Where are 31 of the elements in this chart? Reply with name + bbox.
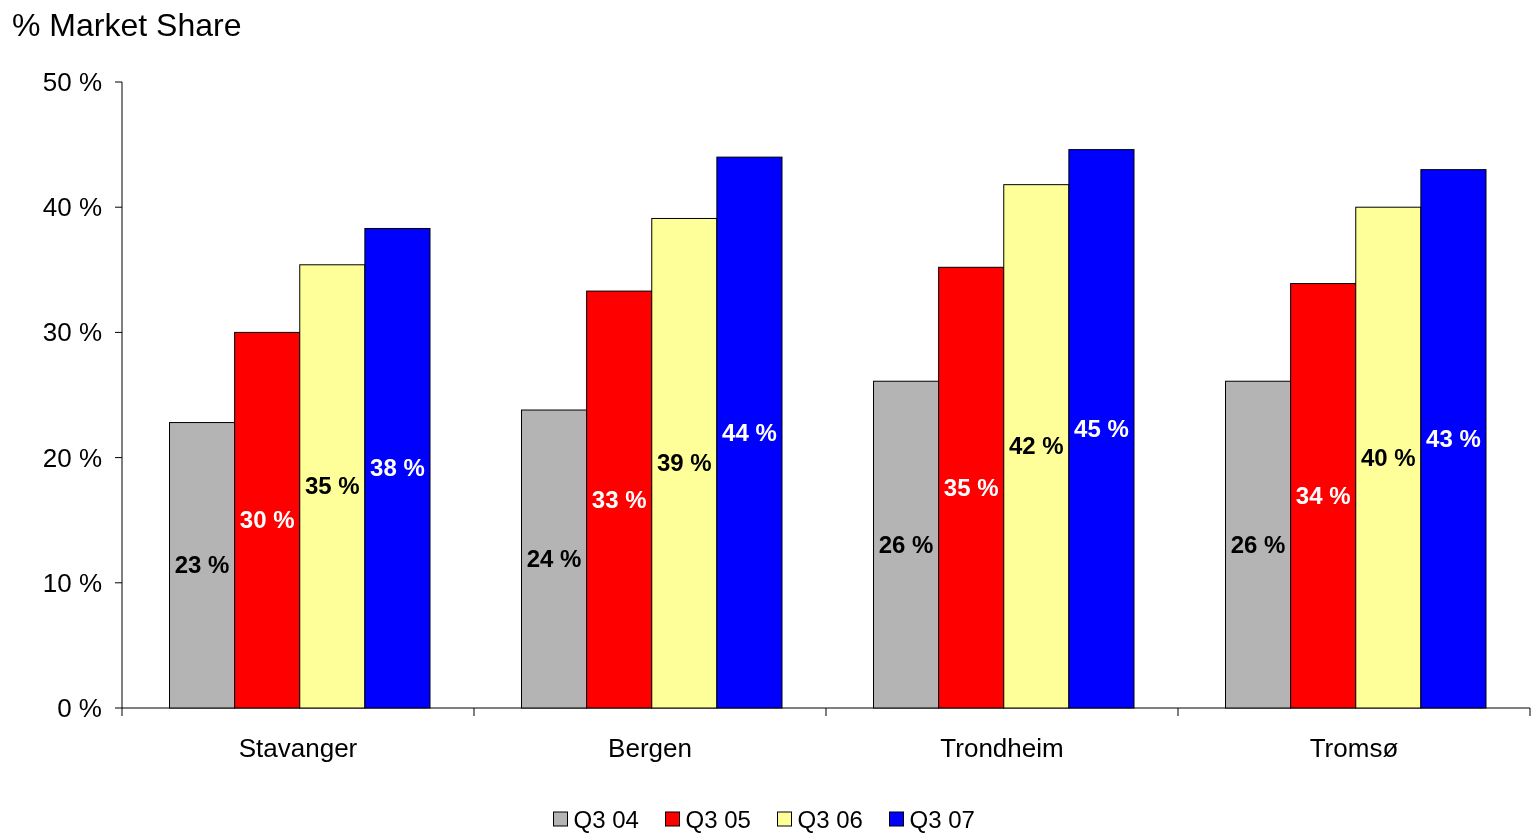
y-tick-label: 20 %	[42, 442, 102, 473]
y-tick-label: 30 %	[42, 317, 102, 348]
data-label: 26 %	[878, 530, 934, 558]
x-tick-label: Tromsø	[1309, 733, 1399, 763]
data-label: 30 %	[239, 506, 295, 534]
legend-label: Q3 04	[573, 806, 639, 833]
legend-label: Q3 06	[797, 806, 863, 833]
chart-title: % Market Share	[12, 7, 242, 43]
y-tick-label: 0 %	[57, 693, 102, 723]
y-tick-label: 10 %	[42, 567, 102, 598]
data-label: 23 %	[174, 551, 230, 579]
data-label: 35 %	[943, 473, 999, 501]
y-tick-label: 50 %	[42, 67, 102, 97]
x-tick-label: Bergen	[608, 733, 692, 763]
data-label: 35 %	[304, 472, 360, 500]
x-tick-label: Trondheim	[940, 733, 1064, 763]
data-label: 40 %	[1360, 443, 1416, 471]
data-label: 43 %	[1426, 424, 1481, 452]
data-label: 38 %	[370, 454, 425, 482]
data-label: 26 %	[1230, 530, 1286, 558]
data-label: 44 %	[722, 418, 777, 446]
data-label: 39 %	[656, 449, 712, 477]
legend-label: Q3 05	[685, 806, 751, 833]
data-label: 33 %	[591, 485, 647, 513]
data-label: 42 %	[1008, 432, 1064, 460]
x-tick-label: Stavanger	[238, 733, 358, 763]
y-tick-label: 40 %	[42, 192, 102, 223]
data-label: 45 %	[1074, 414, 1129, 442]
data-label: 24 %	[526, 545, 582, 573]
legend-label: Q3 07	[909, 806, 975, 833]
data-label: 34 %	[1295, 481, 1351, 509]
